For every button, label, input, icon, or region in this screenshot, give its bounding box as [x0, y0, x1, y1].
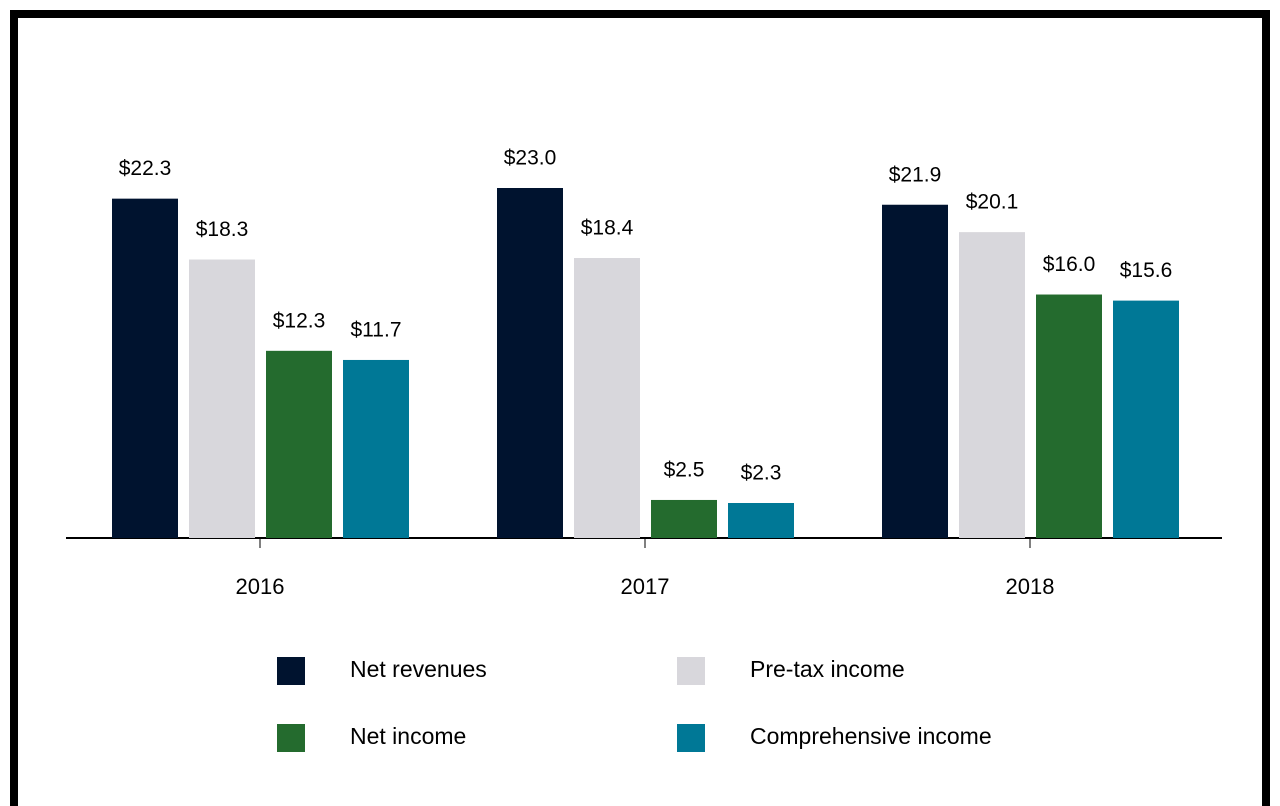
value-label: $11.7 — [351, 319, 402, 342]
bar — [1036, 294, 1102, 538]
value-label: $16.0 — [1043, 253, 1096, 276]
value-label: $22.3 — [119, 157, 172, 180]
bar — [959, 232, 1025, 538]
x-tick-label: 2017 — [621, 574, 670, 599]
bar — [1113, 300, 1179, 538]
legend-label: Net revenues — [350, 656, 487, 682]
bar — [728, 503, 794, 538]
legend-label: Comprehensive income — [750, 723, 992, 749]
bar — [574, 258, 640, 538]
value-label: $21.9 — [889, 163, 942, 186]
bar — [112, 198, 178, 539]
bar — [497, 188, 563, 538]
bar — [882, 204, 948, 538]
value-label: $2.3 — [741, 462, 782, 485]
value-label: $23.0 — [504, 147, 557, 170]
bar — [189, 259, 255, 538]
x-tick-label: 2018 — [1006, 574, 1055, 599]
bar — [266, 350, 332, 538]
value-label: $15.6 — [1120, 259, 1173, 282]
legend-swatch — [677, 724, 705, 752]
value-label: $12.3 — [273, 309, 326, 332]
frame — [10, 10, 1270, 806]
legend-swatch — [277, 724, 305, 752]
legend-label: Net income — [350, 723, 466, 749]
legend-swatch — [677, 657, 705, 685]
value-label: $2.5 — [664, 459, 705, 482]
bar — [343, 359, 409, 538]
value-label: $18.3 — [196, 218, 249, 241]
legend-swatch — [277, 657, 305, 685]
legend-label: Pre-tax income — [750, 656, 905, 682]
x-tick-label: 2016 — [236, 574, 285, 599]
value-label: $20.1 — [966, 191, 1019, 214]
bar — [651, 499, 717, 538]
value-label: $18.4 — [581, 217, 634, 240]
